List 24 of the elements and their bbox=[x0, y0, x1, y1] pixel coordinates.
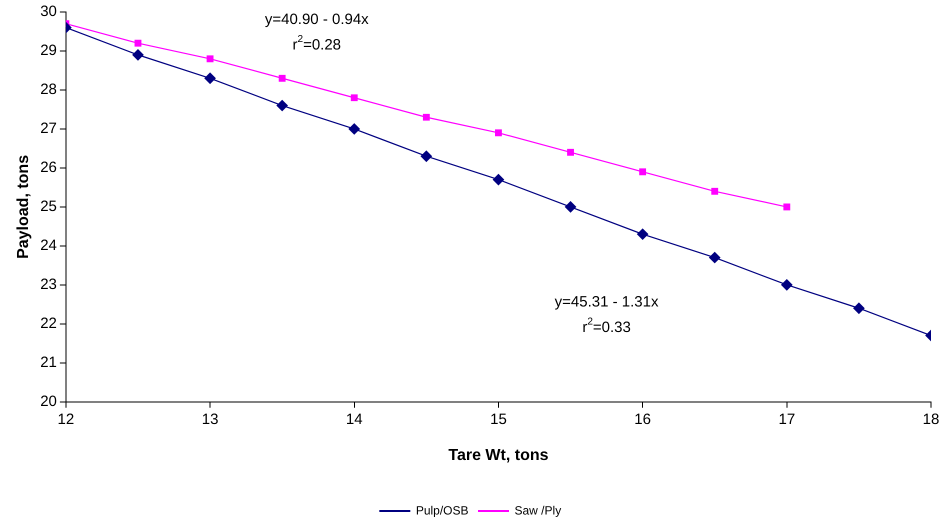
legend-label: Saw /Ply bbox=[514, 503, 562, 518]
y-tick-label: 24 bbox=[40, 237, 57, 254]
x-tick-label: 17 bbox=[778, 410, 796, 428]
y-tick-label: 27 bbox=[40, 120, 57, 138]
y-tick-label: 20 bbox=[40, 392, 57, 410]
x-tick-label: 14 bbox=[346, 410, 363, 428]
y-tick-label: 21 bbox=[40, 354, 57, 371]
y-axis-title: Payload, tons bbox=[15, 154, 32, 259]
x-axis-title: Tare Wt, tons bbox=[448, 446, 549, 464]
legend-label: Pulp/OSB bbox=[416, 503, 469, 518]
x-tick-label: 13 bbox=[202, 410, 218, 428]
annotation: y=40.90 - 0.94x bbox=[264, 10, 370, 28]
x-tick-label: 18 bbox=[922, 410, 940, 428]
x-tick-label: 12 bbox=[58, 410, 74, 428]
y-tick-label: 25 bbox=[40, 198, 57, 216]
y-tick-label: 26 bbox=[40, 159, 57, 176]
annotation: y=45.31 - 1.31x bbox=[554, 294, 659, 311]
y-tick-label: 23 bbox=[40, 276, 57, 293]
x-tick-label: 15 bbox=[490, 410, 507, 428]
y-tick-label: 30 bbox=[40, 3, 57, 20]
y-tick-label: 29 bbox=[40, 42, 57, 60]
x-tick-label: 16 bbox=[634, 410, 651, 428]
y-tick-label: 28 bbox=[40, 81, 57, 98]
y-tick-label: 22 bbox=[40, 314, 57, 332]
